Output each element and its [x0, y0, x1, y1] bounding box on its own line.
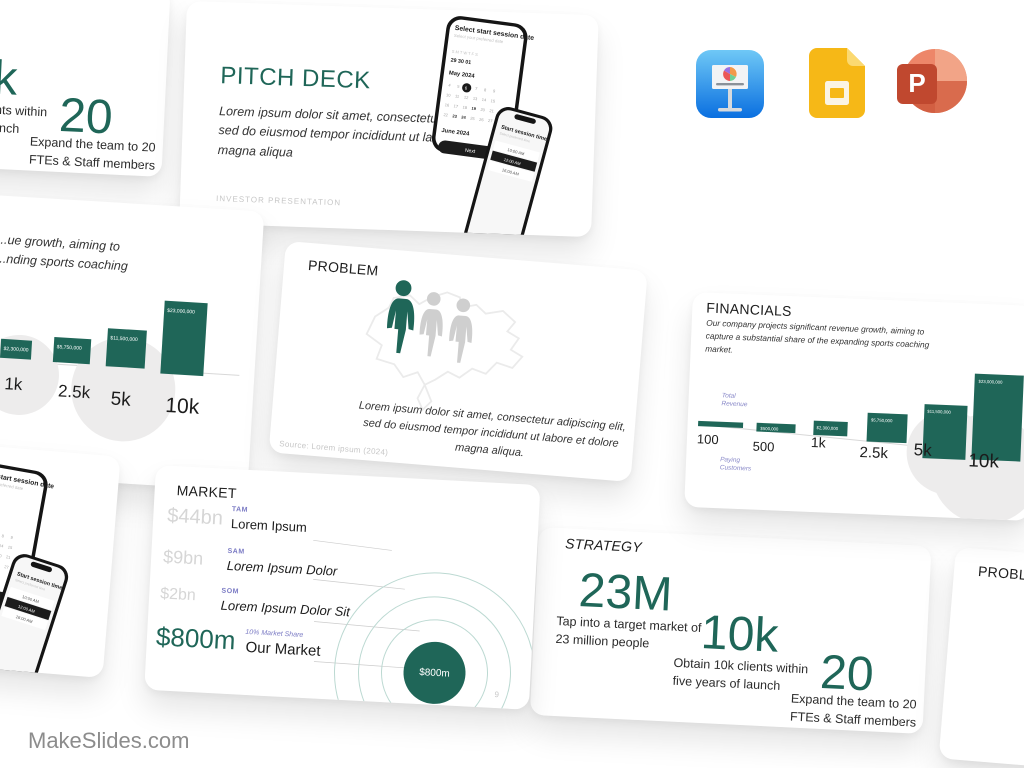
- svg-text:$11,500,000: $11,500,000: [928, 408, 952, 414]
- svg-text:$23,000,000: $23,000,000: [979, 378, 1004, 384]
- svg-text:$5,750,000: $5,750,000: [871, 417, 893, 423]
- svg-text:P: P: [908, 68, 925, 98]
- svg-text:$2,300,000: $2,300,000: [817, 425, 839, 431]
- svg-text:$500,000: $500,000: [761, 426, 780, 432]
- svg-text:$800m: $800m: [419, 667, 450, 680]
